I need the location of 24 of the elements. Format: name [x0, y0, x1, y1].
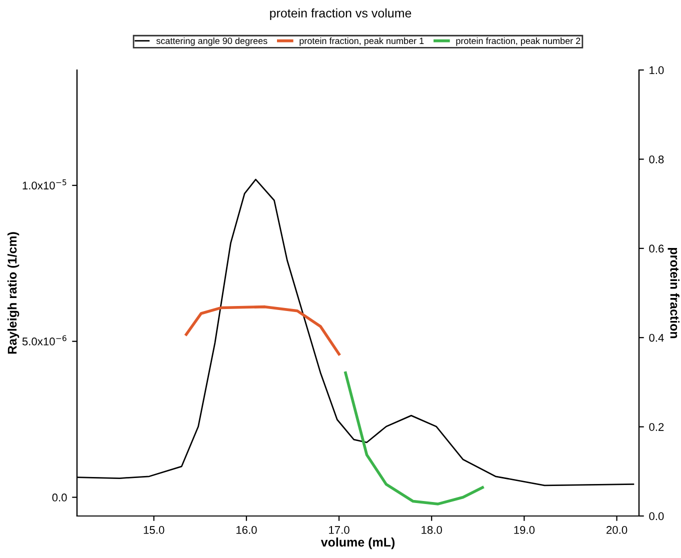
- x-tick-label: 16.0: [236, 526, 257, 534]
- x-tick-label: 19.0: [514, 526, 535, 534]
- y2-tick-label: 0.8: [649, 155, 664, 164]
- y2-tick-label: 0.2: [649, 423, 664, 431]
- line-series: [184, 305, 340, 356]
- y-tick-label: 0.0: [52, 494, 67, 502]
- y-tick-label: 5.0x10$^{−6}$: [22, 335, 66, 346]
- y-tick-label: 1.0x10$^{−5}$: [22, 179, 66, 190]
- legend-label: protein fraction, peak number 1: [300, 37, 424, 46]
- x-tick-label: 15.0: [144, 526, 164, 534]
- legend-label: protein fraction, peak number 2: [456, 37, 580, 46]
- y-axis-title: Rayleigh ratio (1/cm): [7, 232, 20, 354]
- y2-axis-title: protein fraction: [668, 248, 680, 338]
- x-tick-label: 20.0: [606, 526, 628, 534]
- x-tick-label: 17.0: [329, 526, 350, 534]
- legend-label: scattering angle 90 degrees: [156, 37, 268, 46]
- chart-title: protein fraction vs volume: [270, 8, 412, 20]
- y2-tick-label: 0.6: [649, 244, 664, 253]
- y2-tick-label: 0.0: [649, 512, 664, 520]
- x-tick-label: 18.0: [422, 526, 442, 534]
- x-axis-title: volume (mL): [320, 537, 395, 550]
- line-series: [344, 371, 484, 506]
- y2-tick-label: 0.4: [649, 334, 664, 342]
- y2-tick-label: 1.0: [650, 66, 664, 74]
